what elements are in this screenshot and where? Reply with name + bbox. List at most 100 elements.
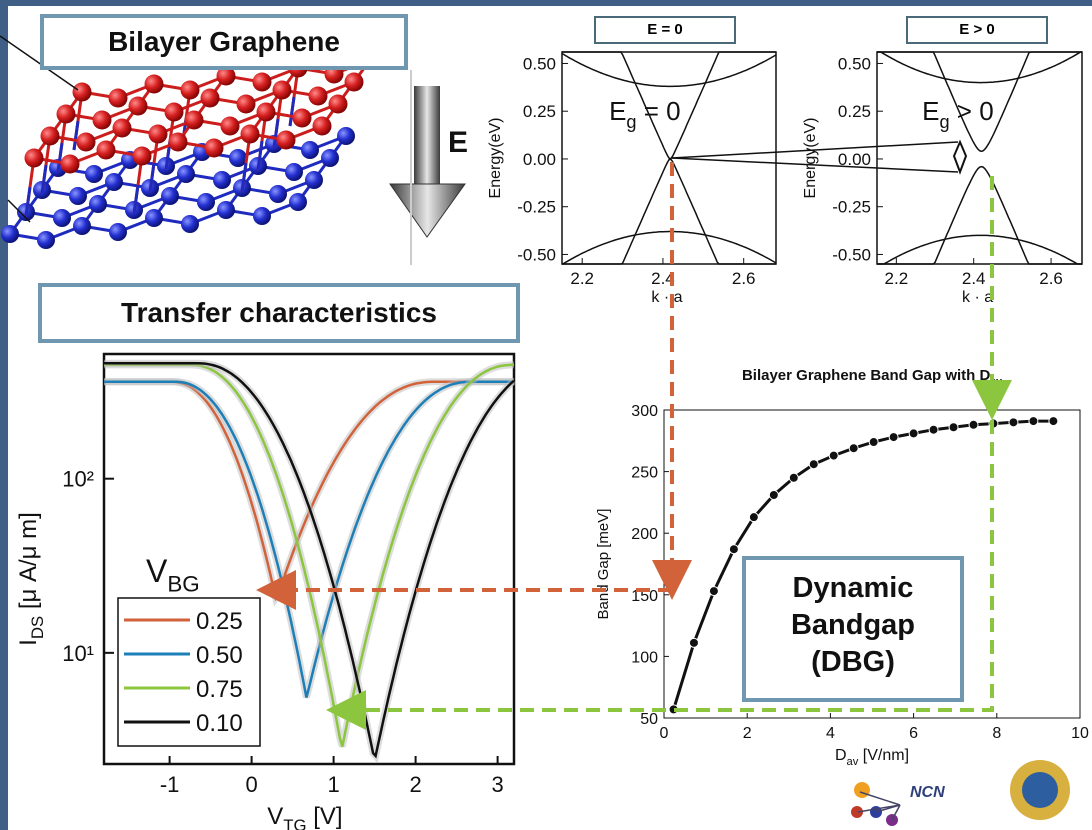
electric-field-arrow — [389, 70, 466, 265]
atom-blue — [177, 165, 195, 183]
atom-red — [164, 102, 184, 122]
data-point — [968, 419, 979, 430]
gap-marker-icon — [952, 139, 968, 175]
transfer-characteristics-plot: -1 0 1 2 3 10² 10¹ VTG [V] IDS [μ A/μ m] VBG 0.25 0… — [15, 352, 517, 830]
atom-blue — [197, 193, 215, 211]
atom-blue — [105, 173, 123, 191]
atom-red — [148, 124, 168, 144]
x-axis-label: k · a — [651, 289, 682, 306]
panel-title-epos-text: E > 0 — [959, 21, 995, 38]
x-tick-label: 2.6 — [1039, 269, 1063, 288]
data-point — [1048, 416, 1059, 427]
bilayer-graphene-text: Bilayer Graphene — [108, 26, 340, 57]
x-tick-label: 0 — [245, 772, 257, 797]
legend-label-0.75: 0.75 — [196, 676, 243, 703]
atom-blue — [229, 149, 247, 167]
ncn-logo: NCN — [851, 782, 945, 826]
atom-red — [272, 80, 292, 100]
atom-blue — [305, 171, 323, 189]
y-axis-label: Energy(eV) — [487, 118, 504, 199]
data-point — [1028, 416, 1039, 427]
atom-blue — [289, 193, 307, 211]
atom-red — [292, 108, 312, 128]
panel-title-e0-text: E = 0 — [647, 21, 683, 38]
data-point — [908, 428, 919, 439]
bilayer-graphene-label: Bilayer Graphene — [40, 14, 408, 70]
x-tick-label: 2.4 — [962, 269, 986, 288]
data-point — [888, 432, 899, 443]
x-tick-label: 2.4 — [651, 269, 675, 288]
data-point — [788, 472, 799, 483]
data-point — [708, 586, 719, 597]
x-tick-label: 6 — [909, 725, 918, 742]
atom-red — [344, 72, 364, 92]
y-tick-label: -0.25 — [832, 198, 871, 217]
atom-red — [200, 88, 220, 108]
y-tick-label: 0.25 — [523, 102, 556, 121]
x-tick-label: 0 — [660, 725, 669, 742]
atom-blue — [161, 187, 179, 205]
interlayer-bond — [40, 164, 48, 195]
x-tick-label: 2.2 — [885, 269, 909, 288]
x-tick-label: 2 — [743, 725, 752, 742]
atom-red — [24, 148, 44, 168]
legend-title: VBG — [146, 553, 200, 597]
y-axis-label: Energy(eV) — [802, 118, 819, 199]
atom-red — [216, 66, 236, 86]
connector-arrows — [256, 162, 1012, 730]
atom-red — [92, 110, 112, 130]
bilayer-lattice-illustration — [1, 50, 380, 249]
atom-red — [96, 140, 116, 160]
x-tick-label: -1 — [160, 772, 180, 797]
legend-label-0.50: 0.50 — [196, 642, 243, 669]
atom-red — [256, 102, 276, 122]
series-line-0.50 — [104, 380, 514, 698]
slide-frame-top — [0, 0, 1092, 6]
lattice-bottom-layer — [1, 127, 355, 249]
interlayer-bond — [132, 184, 140, 215]
atom-blue — [69, 187, 87, 205]
atom-red — [220, 116, 240, 136]
chart-title: Bilayer Graphene Band Gap with Dav — [742, 367, 1002, 388]
dbg-text-line2: Bandgap — [790, 609, 916, 641]
y-tick-label: 0.00 — [523, 150, 556, 169]
atom-red — [128, 96, 148, 116]
x-tick-label: 10 — [1071, 725, 1089, 742]
gap-leader — [671, 157, 959, 173]
interlayer-bond — [56, 142, 64, 173]
data-point — [828, 450, 839, 461]
atom-blue — [301, 141, 319, 159]
atom-blue — [1, 225, 19, 243]
interlayer-bond — [288, 96, 296, 127]
y-tick-label: 200 — [631, 526, 658, 543]
band-line — [561, 52, 777, 88]
field-label: E — [448, 126, 468, 159]
atom-red — [240, 124, 260, 144]
band-line — [561, 230, 777, 265]
y-tick-label: 0.50 — [523, 54, 556, 73]
y-tick-label: 0.50 — [838, 54, 871, 73]
bandgap-vs-dav-plot: 0 2 4 6 8 10 50 100 150 200 250 300 Dav [V/nm] Band G… — [595, 367, 1089, 768]
data-point — [868, 437, 879, 448]
data-point — [1008, 417, 1019, 428]
atom-red — [168, 132, 188, 152]
transfer-characteristics-label: Transfer characteristics — [38, 283, 520, 343]
band-line — [877, 51, 1082, 153]
interlayer-bond — [240, 162, 248, 193]
y-tick-label: 250 — [631, 465, 658, 482]
band-structure-e0: 0.50 0.25 0.00 -0.25 -0.50 2.2 2.4 2.6 k · a Ener… — [487, 51, 777, 306]
atom-blue — [37, 231, 55, 249]
band-line — [877, 165, 1082, 265]
leader-line-bottom — [7, 199, 31, 223]
atom-blue — [253, 207, 271, 225]
x-axis-label: Dav [V/nm] — [835, 747, 909, 768]
interlayer-bond — [256, 140, 264, 171]
x-axis-label: VTG [V] — [267, 803, 342, 830]
band-line — [877, 234, 1082, 265]
atom-blue — [53, 209, 71, 227]
transfer-characteristics-text: Transfer characteristics — [121, 297, 437, 328]
panel-title-epos: E > 0 — [906, 16, 1048, 44]
atom-red — [252, 72, 272, 92]
